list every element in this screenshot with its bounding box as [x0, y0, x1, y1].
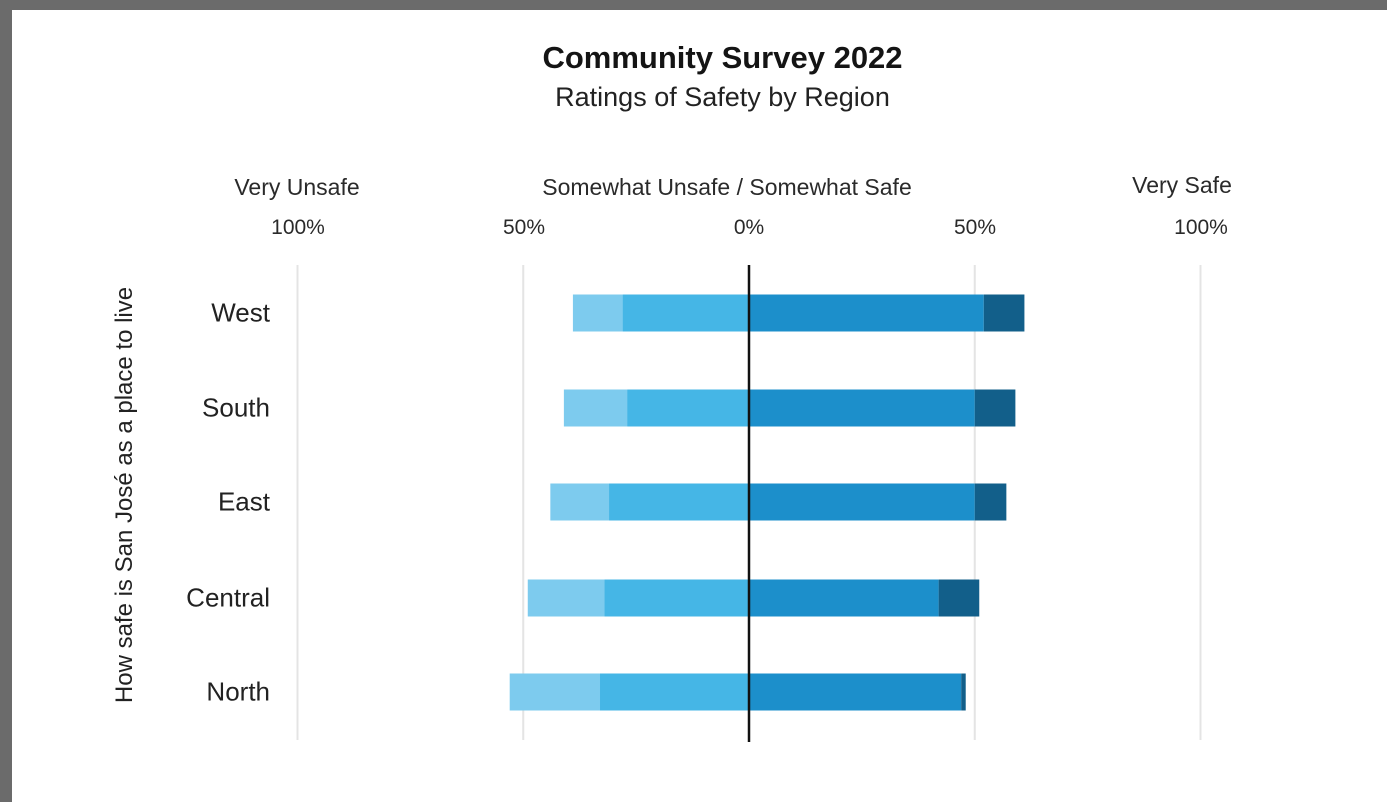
bar-east-very-safe: [974, 483, 1007, 521]
bar-west-very-unsafe: [572, 294, 623, 332]
row-label-central: Central: [186, 582, 270, 613]
chart-subtitle: Ratings of Safety by Region: [555, 82, 890, 112]
x-tick-label: 100%: [1174, 216, 1228, 239]
x-tick-label: 100%: [271, 216, 325, 239]
bar-central-somewhat-unsafe: [604, 579, 749, 617]
row-label-north: North: [206, 676, 270, 707]
bar-central-somewhat-safe: [749, 579, 939, 617]
bar-south-somewhat-unsafe: [627, 389, 749, 427]
bar-south-very-safe: [974, 389, 1016, 427]
row-label-west: West: [211, 297, 270, 328]
bar-north-somewhat-unsafe: [600, 673, 749, 711]
bar-west-somewhat-unsafe: [622, 294, 749, 332]
bar-south-somewhat-safe: [749, 389, 975, 427]
bar-north-somewhat-safe: [749, 673, 962, 711]
bar-central-very-safe: [938, 579, 980, 617]
x-tick-label: 0%: [733, 216, 765, 239]
column-label-very-safe: Very Safe: [1132, 172, 1232, 198]
bar-west-somewhat-safe: [749, 294, 984, 332]
bar-east-somewhat-unsafe: [609, 483, 749, 521]
column-label-very-unsafe: Very Unsafe: [234, 174, 360, 200]
bar-south-very-unsafe: [563, 389, 628, 427]
chart-title: Community Survey 2022: [542, 40, 903, 75]
row-label-south: South: [202, 392, 270, 423]
bar-north-very-unsafe: [509, 673, 601, 711]
column-label-somewhat: Somewhat Unsafe / Somewhat Safe: [542, 174, 912, 200]
bar-west-very-safe: [983, 294, 1025, 332]
bar-north-very-safe: [961, 673, 966, 711]
bar-central-very-unsafe: [527, 579, 605, 617]
x-tick-label: 50%: [502, 216, 546, 239]
bar-east-somewhat-safe: [749, 483, 975, 521]
bar-east-very-unsafe: [550, 483, 610, 521]
row-label-east: East: [217, 486, 270, 517]
x-tick-label: 50%: [953, 216, 997, 239]
